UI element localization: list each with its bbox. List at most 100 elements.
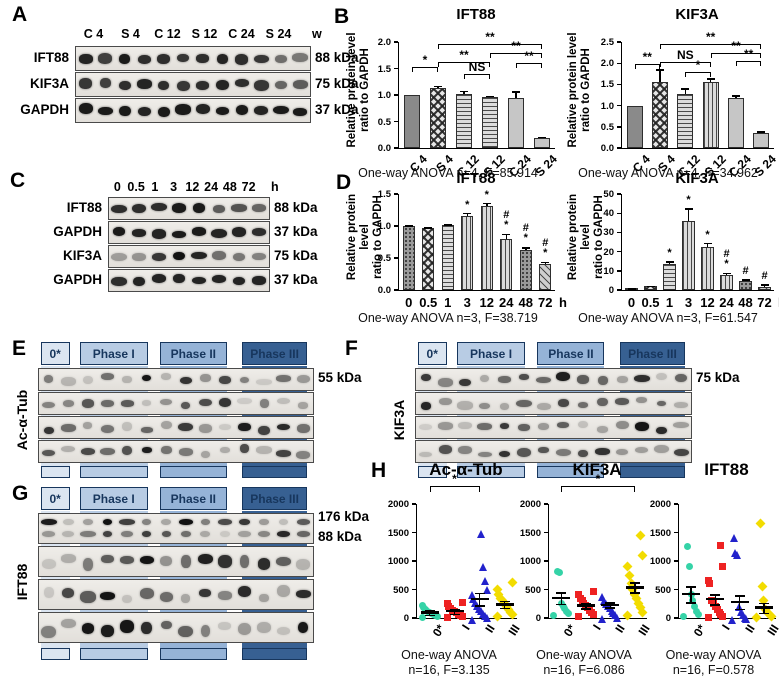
protein-band (420, 374, 431, 382)
error-bar-cap (760, 284, 769, 286)
significance-bracket: * (561, 473, 635, 492)
panel-f-label: F (345, 337, 358, 360)
error-bar-cap (460, 90, 468, 93)
protein-band (112, 227, 126, 237)
data-point-diamond (622, 561, 633, 572)
protein-band (293, 107, 308, 116)
error-bar-cap (627, 288, 636, 290)
chart-b-ift88-bar: IFT88 Relative protein level ratio to GAPD… (336, 6, 560, 188)
chart-b-kif3a-bar: KIF3A Relative protein level ratio to GAPD… (557, 6, 779, 188)
significance-bracket: * (429, 473, 480, 492)
protein-band (111, 204, 127, 214)
protein-band (40, 518, 57, 526)
phase-header-3: Phase III (619, 342, 686, 365)
x-tick-label: I (589, 622, 604, 633)
protein-band (654, 445, 669, 454)
bar-1 (663, 264, 676, 290)
blot-strip (38, 579, 314, 610)
x-tick-label: 0* (561, 622, 579, 640)
protein-band (180, 555, 191, 568)
protein-band (157, 54, 171, 65)
data-point-triangle (600, 593, 609, 606)
data-point-circle (694, 611, 702, 619)
protein-band (142, 518, 152, 526)
x-tick-label: 48 (738, 295, 753, 310)
chart-title: IFT88 (456, 170, 496, 187)
protein-band (239, 555, 250, 568)
protein-band (438, 444, 453, 454)
protein-band (175, 104, 191, 115)
protein-band (457, 401, 473, 410)
protein-band (251, 227, 267, 236)
protein-band (615, 420, 629, 430)
lane-label: S 12 (191, 27, 218, 41)
blot-strip (415, 368, 692, 391)
protein-band (277, 423, 291, 431)
protein-band (256, 446, 272, 455)
protein-band (298, 622, 309, 634)
protein-band (296, 518, 310, 526)
protein-band (111, 276, 127, 286)
protein-band (516, 399, 532, 408)
blot-row-protein-label: KIF3A (29, 75, 69, 91)
protein-band (239, 518, 250, 526)
y-tick-mark (394, 41, 398, 43)
protein-band (173, 251, 185, 261)
y-tick-label: 1.5 (377, 189, 391, 200)
phase-header-2: Phase II (159, 342, 227, 365)
significance-annotation: # (742, 265, 749, 278)
bar-S 4 (651, 82, 669, 148)
mean-line (682, 592, 701, 596)
y-tick-label: 1500 (387, 527, 409, 539)
y-tick-label: 1.0 (600, 100, 614, 112)
protein-band (253, 80, 269, 92)
protein-band (131, 203, 146, 214)
phase-header-0: 0* (417, 342, 447, 365)
mean-line (420, 611, 439, 614)
unit-label: w (312, 27, 322, 41)
blot-strip (38, 513, 314, 544)
protein-band (62, 399, 75, 407)
significance-annotation: # * (522, 222, 529, 245)
bar-48 (519, 249, 532, 290)
protein-band (220, 531, 230, 538)
data-point-diamond (624, 570, 635, 581)
y-tick-mark (617, 250, 621, 253)
protein-band (100, 447, 115, 455)
error-bar-cap (741, 279, 750, 281)
sem-cap-top (499, 600, 510, 603)
anova-footer: One-way ANOVA n=16, F=3.135 (401, 648, 497, 677)
protein-band (238, 586, 251, 598)
protein-band (295, 590, 311, 599)
protein-band (240, 444, 249, 454)
phase-header-1: Phase I (457, 342, 525, 365)
bar-C 4 (403, 95, 421, 148)
mean-line (552, 596, 571, 600)
protein-band (499, 423, 510, 429)
error-bar-stem (505, 233, 507, 239)
y-tick-label: 0 (665, 613, 671, 624)
protein-band (217, 555, 233, 568)
y-tick-label: 0 (403, 613, 409, 624)
sem-cap-top (474, 592, 485, 595)
data-point-circle (554, 567, 562, 575)
protein-band (118, 81, 131, 91)
protein-band (41, 625, 57, 638)
lane-label: 3 (170, 180, 178, 194)
protein-band (259, 399, 269, 408)
protein-band (83, 518, 93, 526)
protein-band (178, 448, 193, 457)
protein-band (256, 379, 272, 385)
x-tick-label: 0 (627, 295, 636, 310)
y-tick-mark (394, 257, 398, 259)
protein-band (597, 397, 608, 407)
data-point-triangle (478, 559, 487, 571)
blot-strip (38, 440, 314, 463)
protein-band (161, 518, 172, 526)
protein-band (237, 397, 252, 404)
significance-annotation: * (465, 198, 470, 211)
significance-label: ** (743, 46, 754, 61)
y-tick-label: 0.5 (377, 253, 391, 264)
chart-title: IFT88 (456, 6, 496, 23)
protein-band (83, 422, 93, 429)
